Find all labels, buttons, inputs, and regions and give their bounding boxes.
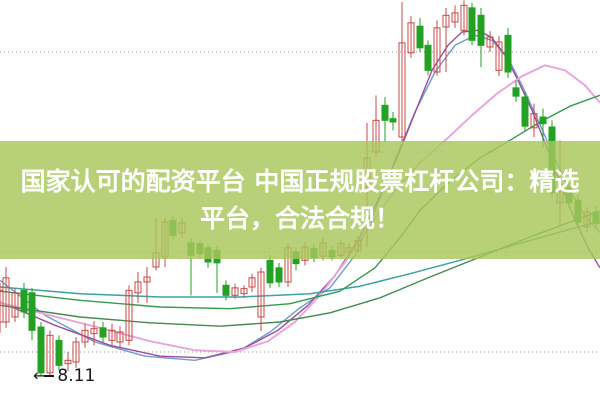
low-price-annotation: ← 8.11: [33, 366, 95, 386]
banner-text-line-1: 国家认可的配资平台 中国正规股票杠杆公司：精选: [20, 167, 580, 196]
low-price-label: 8.11: [57, 366, 96, 386]
left-arrow-icon: ←: [33, 366, 47, 385]
promo-banner-overlay: 国家认可的配资平台 中国正规股票杠杆公司：精选 平台，合法合规！: [0, 141, 600, 259]
arrow-tail: [44, 375, 55, 377]
banner-text-line-2: 平台，合法合规！: [199, 204, 400, 233]
